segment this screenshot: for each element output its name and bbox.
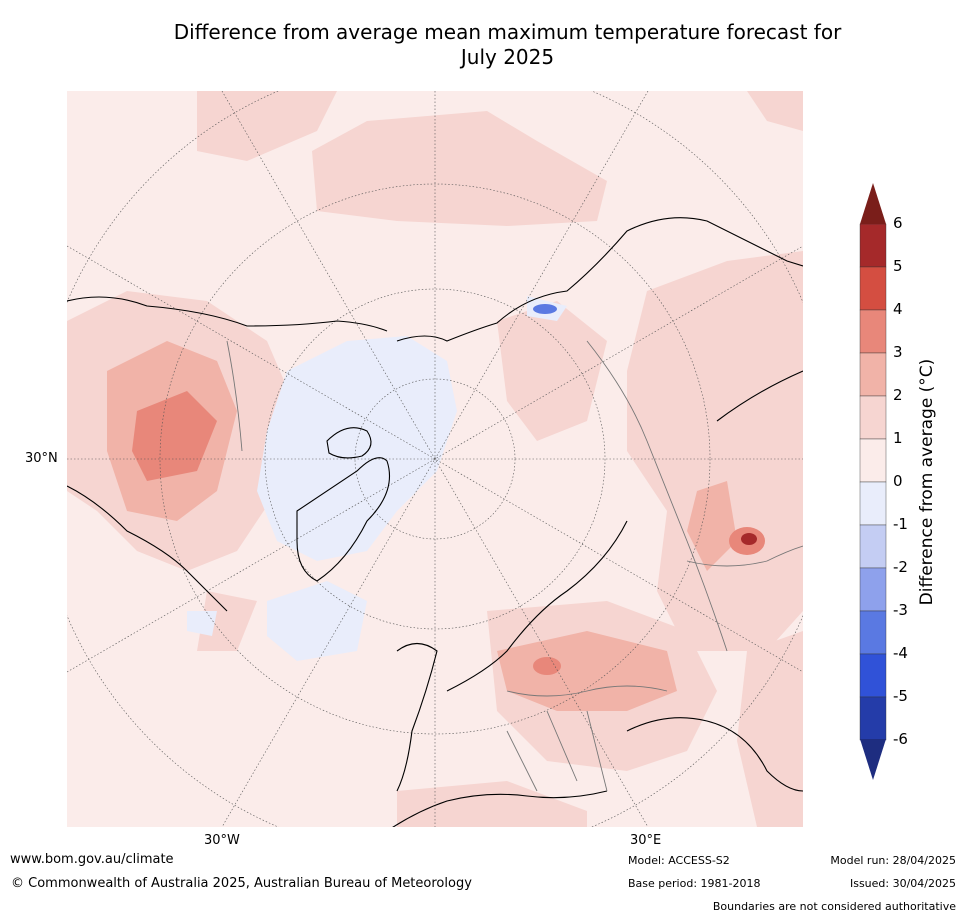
- title-line-1: Difference from average mean maximum tem…: [173, 20, 842, 44]
- colorbar-title: Difference from average (°C): [917, 358, 937, 606]
- country-borders: [226, 340, 803, 792]
- colorbar: [859, 183, 887, 780]
- colorbar-tick-label: -5: [893, 687, 908, 705]
- colorbar-tick-label: 0: [893, 472, 903, 490]
- footer-model-run: Model run: 28/04/2025: [830, 854, 956, 867]
- colorbar-segment: [859, 524, 887, 569]
- colorbar-tick-label: -6: [893, 730, 908, 748]
- colorbar-tick-label: 1: [893, 429, 903, 447]
- colorbar-segment: [859, 395, 887, 440]
- latitude-label-30n: 30°N: [25, 451, 58, 466]
- colorbar-tick-label: -4: [893, 644, 908, 662]
- colorbar-segment: [859, 696, 887, 741]
- longitude-label-30w: 30°W: [204, 833, 240, 848]
- longitude-label-30e: 30°E: [630, 833, 662, 848]
- colorbar-tick-label: -1: [893, 515, 908, 533]
- colorbar-tick-label: 4: [893, 300, 903, 318]
- colorbar-segment: [859, 223, 887, 268]
- colorbar-tick-label: 6: [893, 214, 903, 232]
- colorbar-segment: [859, 266, 887, 311]
- anomaly-coldspot: [533, 304, 557, 314]
- footer-disclaimer: Boundaries are not considered authoritat…: [712, 900, 956, 913]
- colorbar-tick-label: 2: [893, 386, 903, 404]
- forecast-map: [67, 91, 803, 827]
- footer-copyright: © Commonwealth of Australia 2025, Austra…: [11, 876, 472, 891]
- colorbar-segment: [859, 352, 887, 397]
- colorbar-segment: [859, 309, 887, 354]
- colorbar-tick-label: 3: [893, 343, 903, 361]
- colorbar-extend-high: [860, 183, 886, 224]
- colorbar-tick-label: -3: [893, 601, 908, 619]
- anomaly-hotspot: [741, 533, 757, 545]
- colorbar-tick-label: -2: [893, 558, 908, 576]
- footer-issued: Issued: 30/04/2025: [849, 877, 956, 890]
- colorbar-segment: [859, 610, 887, 655]
- colorbar-extend-low: [860, 739, 886, 780]
- map-title: Difference from average mean maximum tem…: [0, 20, 965, 70]
- colorbar-segment: [859, 567, 887, 612]
- colorbar-segment: [859, 653, 887, 698]
- footer-model: Model: ACCESS-S2: [628, 854, 730, 867]
- colorbar-tick-label: 5: [893, 257, 903, 275]
- footer-base-period: Base period: 1981-2018: [628, 877, 761, 890]
- colorbar-segment: [859, 438, 887, 483]
- coastlines: [67, 217, 803, 827]
- footer-website: www.bom.gov.au/climate: [10, 852, 174, 867]
- colorbar-segment: [859, 481, 887, 526]
- colorbar-segments: [859, 223, 887, 741]
- graticule: [67, 91, 803, 827]
- title-line-2: July 2025: [460, 45, 555, 69]
- map-svg: [67, 91, 803, 827]
